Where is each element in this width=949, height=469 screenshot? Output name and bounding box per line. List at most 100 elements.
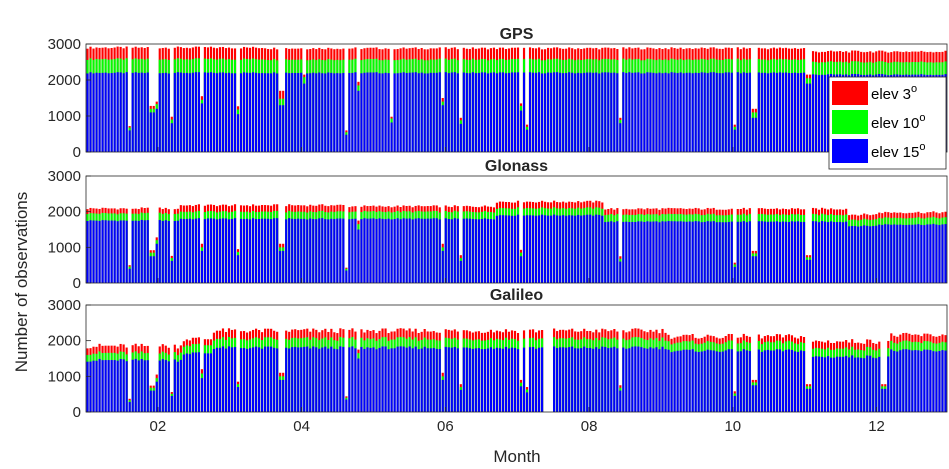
bar-elev15 bbox=[227, 346, 231, 412]
bar-elev15 bbox=[155, 108, 158, 152]
bar-elev15 bbox=[264, 346, 267, 412]
bar-elev15 bbox=[468, 218, 471, 283]
bar-elev15 bbox=[315, 347, 318, 412]
bar-elev15 bbox=[152, 256, 155, 283]
bar-elev15 bbox=[697, 221, 700, 283]
bar-elev15 bbox=[411, 72, 414, 152]
y-tick-label: 2000 bbox=[48, 72, 81, 89]
bar-elev15 bbox=[104, 220, 107, 283]
bar-elev15 bbox=[279, 379, 282, 412]
bar-elev15 bbox=[643, 348, 646, 412]
bar-elev15 bbox=[495, 73, 499, 152]
legend-swatch bbox=[832, 81, 868, 105]
bar-elev15 bbox=[330, 218, 333, 283]
bar-elev15 bbox=[378, 73, 381, 152]
bar-elev15 bbox=[863, 358, 866, 412]
bar-elev15 bbox=[387, 218, 390, 283]
bar-elev15 bbox=[360, 219, 363, 283]
bar-elev15 bbox=[607, 348, 610, 412]
bar-elev15 bbox=[474, 73, 477, 152]
bar-elev15 bbox=[366, 72, 369, 152]
panel-galileo: 0 1000 2000 3000 02 04 06 08 10 12 Galileo bbox=[48, 287, 948, 435]
y-tick-label: 3000 bbox=[48, 36, 81, 53]
bar-elev15 bbox=[498, 215, 502, 283]
bar-elev15 bbox=[285, 219, 288, 283]
bar-elev15 bbox=[393, 348, 396, 412]
bar-elev15 bbox=[742, 349, 745, 412]
bar-elev15 bbox=[354, 72, 357, 152]
bar-elev15 bbox=[808, 259, 812, 283]
bar-elev15 bbox=[736, 72, 739, 152]
bar-elev15 bbox=[661, 221, 664, 283]
bar-elev15 bbox=[396, 218, 399, 283]
bar-elev15 bbox=[733, 129, 736, 152]
bar-elev15 bbox=[670, 352, 673, 412]
bar-elev15 bbox=[354, 348, 357, 412]
bar-elev15 bbox=[628, 348, 631, 412]
bar-elev15 bbox=[396, 346, 399, 412]
x-tick-label: 02 bbox=[150, 418, 167, 435]
bar-elev15 bbox=[833, 357, 836, 412]
bar-elev15 bbox=[799, 221, 803, 283]
bar-elev15 bbox=[547, 215, 550, 283]
bar-elev15 bbox=[372, 72, 375, 152]
bar-elev15 bbox=[119, 359, 122, 412]
bar-elev15 bbox=[866, 355, 869, 412]
bar-elev15 bbox=[649, 72, 652, 152]
bar-elev15 bbox=[799, 72, 803, 152]
bar-elev15 bbox=[438, 219, 441, 283]
bar-elev15 bbox=[745, 350, 748, 412]
bar-elev15 bbox=[405, 347, 408, 412]
bar-elev15 bbox=[140, 72, 143, 152]
bar-elev15 bbox=[483, 72, 486, 152]
bar-elev15 bbox=[381, 346, 384, 412]
bar-elev15 bbox=[544, 73, 547, 152]
bar-elev15 bbox=[252, 347, 255, 412]
bar-elev15 bbox=[682, 221, 685, 283]
bar-elev15 bbox=[285, 72, 288, 152]
bar-elev15 bbox=[595, 347, 598, 412]
bar-elev15 bbox=[507, 215, 511, 283]
bar-elev15 bbox=[580, 73, 583, 152]
bar-elev15 bbox=[541, 214, 544, 283]
bar-elev15 bbox=[471, 72, 474, 152]
bar-elev15 bbox=[330, 346, 333, 412]
bar-elev15 bbox=[775, 72, 778, 152]
bar-elev15 bbox=[170, 123, 173, 152]
bar-elev15 bbox=[661, 73, 664, 152]
bars bbox=[86, 200, 947, 283]
bar-elev15 bbox=[691, 221, 694, 283]
bar-elev15 bbox=[592, 215, 595, 283]
bar-elev15 bbox=[480, 218, 483, 283]
bar-elev15 bbox=[173, 72, 176, 152]
y-axis-label: Number of observations bbox=[12, 192, 31, 372]
bar-elev15 bbox=[685, 349, 688, 412]
bar-elev15 bbox=[790, 73, 794, 152]
bar-elev15 bbox=[565, 73, 568, 152]
bar-elev15 bbox=[312, 346, 315, 412]
bar-elev15 bbox=[179, 218, 182, 283]
bar-elev15 bbox=[556, 215, 559, 283]
bar-elev15 bbox=[333, 218, 336, 283]
bar-elev15 bbox=[267, 218, 270, 283]
bar-elev15 bbox=[857, 357, 860, 412]
bar-elev15 bbox=[842, 222, 845, 283]
bar-elev15 bbox=[137, 360, 140, 412]
bar-elev15 bbox=[748, 72, 751, 152]
bar-elev15 bbox=[887, 224, 890, 283]
bar-elev15 bbox=[426, 73, 429, 152]
bar-elev15 bbox=[357, 358, 360, 412]
bar-elev15 bbox=[589, 214, 592, 283]
bar-elev15 bbox=[583, 346, 586, 412]
bar-elev15 bbox=[200, 103, 203, 152]
bar-elev15 bbox=[878, 356, 881, 412]
bar-elev15 bbox=[191, 72, 194, 152]
bar-elev15 bbox=[670, 221, 673, 283]
bar-elev15 bbox=[643, 73, 646, 152]
bar-elev15 bbox=[143, 360, 146, 412]
bar-elev15 bbox=[336, 349, 339, 412]
bar-elev15 bbox=[167, 73, 170, 152]
bar-elev15 bbox=[294, 73, 297, 152]
bar-elev15 bbox=[640, 347, 643, 412]
